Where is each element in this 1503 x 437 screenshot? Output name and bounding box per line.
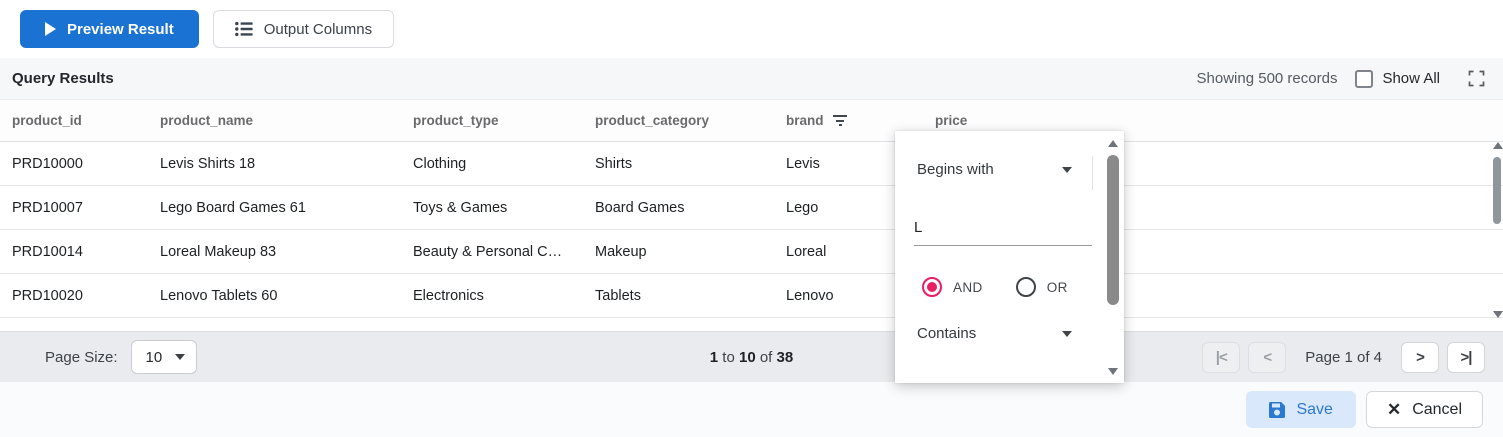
page-size-label: Page Size: (45, 348, 118, 366)
table-cell: Lego (786, 199, 819, 216)
table-cell: Levis (786, 155, 820, 172)
popup-scrollbar-thumb[interactable] (1107, 155, 1119, 305)
table-cell: Clothing (413, 155, 467, 172)
and-radio[interactable] (922, 277, 942, 297)
page-size-select[interactable]: 10 (130, 340, 197, 374)
column-header-price[interactable]: price (923, 113, 1503, 128)
column-header-label: product_category (595, 113, 710, 128)
table-cell: PRD10014 (12, 243, 83, 260)
table-body: PRD10000 Levis Shirts 18 Clothing Shirts Lev… (0, 142, 1503, 331)
fullscreen-icon (1468, 70, 1485, 87)
last-page-button[interactable]: >| (1447, 341, 1485, 373)
show-all-label: Show All (1382, 70, 1440, 87)
table-cell: Loreal (786, 243, 827, 260)
column-header-product_id[interactable]: product_id (0, 113, 148, 128)
save-icon (1269, 401, 1286, 418)
brand-filter-popup: Begins with AND OR Contains (895, 131, 1124, 383)
show-all-checkbox[interactable] (1355, 69, 1374, 88)
column-header-product_category[interactable]: product_category (583, 113, 774, 128)
list-icon (234, 21, 253, 37)
next-page-button[interactable]: > (1401, 341, 1439, 373)
filter-join-radios: AND OR (922, 277, 1068, 297)
scroll-down-icon[interactable] (1108, 368, 1118, 375)
table-cell: Board Games (595, 199, 685, 216)
table-cell: PRD10007 (12, 199, 83, 216)
grid-scrollbar-thumb[interactable] (1493, 157, 1501, 224)
play-icon (45, 22, 56, 36)
or-radio-label: OR (1046, 279, 1068, 295)
table-cell: Shirts (595, 155, 633, 172)
page-size-value: 10 (145, 348, 163, 366)
chevron-down-icon (174, 354, 185, 360)
range-to: 10 (738, 348, 756, 366)
table-row[interactable]: PRD10000 Levis Shirts 18 Clothing Shirts Lev… (0, 142, 1503, 186)
column-header-product_name[interactable]: product_name (148, 113, 401, 128)
pagination: |< < Page 1 of 4 > >| (1202, 341, 1485, 373)
column-header-brand[interactable]: brand (774, 113, 923, 128)
page-indicator: Page 1 of 4 (1305, 348, 1382, 366)
range-total: 38 (776, 348, 794, 366)
results-header: Query Results Showing 500 records Show A… (0, 58, 1503, 100)
column-header-label: product_name (160, 113, 254, 128)
or-radio[interactable] (1015, 277, 1036, 297)
filter-operator-select-2[interactable]: Contains (917, 325, 1072, 342)
table-cell: Beauty & Personal C… (413, 243, 563, 260)
filter-icon[interactable] (833, 115, 848, 126)
fullscreen-button[interactable] (1468, 70, 1485, 87)
scroll-down-icon[interactable] (1493, 311, 1503, 318)
table-cell: Toys & Games (413, 199, 508, 216)
filter-operator-1-value: Begins with (917, 161, 994, 178)
grid-footer: Page Size: 10 1 to 10 of 38 |< < Page 1 … (0, 331, 1503, 382)
preview-result-button[interactable]: Preview Result (20, 10, 199, 48)
table-cell: PRD10000 (12, 155, 83, 172)
range-from: 1 (709, 348, 719, 366)
chevron-down-icon (1062, 330, 1072, 337)
column-header-label: product_id (12, 113, 82, 128)
column-header-label: product_type (413, 113, 499, 128)
chevron-down-icon (1062, 166, 1072, 173)
cancel-button[interactable]: ✕ Cancel (1365, 391, 1483, 428)
page-title: Query Results (12, 70, 114, 87)
filter-value-input[interactable] (914, 215, 1092, 246)
table-cell: PRD10020 (12, 287, 83, 304)
toolbar: Preview Result Output Columns (0, 0, 1503, 58)
scroll-up-icon[interactable] (1108, 140, 1118, 147)
header-row: product_id product_name product_type produc… (0, 100, 1503, 142)
table-cell: Makeup (595, 243, 647, 260)
table-cell: Tablets (595, 287, 641, 304)
table-cell: Lenovo (786, 287, 834, 304)
showing-records-text: Showing 500 records (1196, 70, 1338, 87)
column-header-label: brand (786, 113, 824, 128)
close-icon: ✕ (1386, 400, 1402, 419)
previous-page-button[interactable]: < (1248, 341, 1287, 373)
first-page-button[interactable]: |< (1202, 341, 1241, 373)
table-cell: Lego Board Games 61 (160, 199, 306, 216)
action-bar: Save ✕ Cancel (0, 382, 1503, 437)
cancel-label: Cancel (1412, 400, 1462, 418)
filter-operator-select-1[interactable]: Begins with (917, 161, 1072, 178)
column-header-product_type[interactable]: product_type (401, 113, 583, 128)
table-cell: Levis Shirts 18 (160, 155, 256, 172)
table-cell: Lenovo Tablets 60 (160, 287, 278, 304)
table-cell: Electronics (413, 287, 484, 304)
preview-result-label: Preview Result (67, 20, 174, 38)
filter-operator-2-value: Contains (917, 325, 977, 342)
table-row[interactable]: PRD10014 Loreal Makeup 83 Beauty & Persona… (0, 230, 1503, 274)
output-columns-label: Output Columns (263, 20, 373, 38)
column-header-label: price (935, 113, 968, 128)
table-row[interactable]: PRD10007 Lego Board Games 61 Toys & Games B… (0, 186, 1503, 230)
popup-divider (1092, 156, 1093, 190)
output-columns-button[interactable]: Output Columns (212, 10, 395, 48)
grid-vertical-scrollbar[interactable] (1493, 136, 1503, 322)
table-cell: Loreal Makeup 83 (160, 243, 277, 260)
save-label: Save (1296, 400, 1333, 418)
and-radio-label: AND (953, 279, 983, 295)
table-row[interactable]: PRD10020 Lenovo Tablets 60 Electronics Tabl… (0, 274, 1503, 318)
scroll-up-icon[interactable] (1493, 142, 1503, 149)
popup-scrollbar[interactable] (1105, 131, 1121, 383)
save-button[interactable]: Save (1246, 391, 1356, 428)
